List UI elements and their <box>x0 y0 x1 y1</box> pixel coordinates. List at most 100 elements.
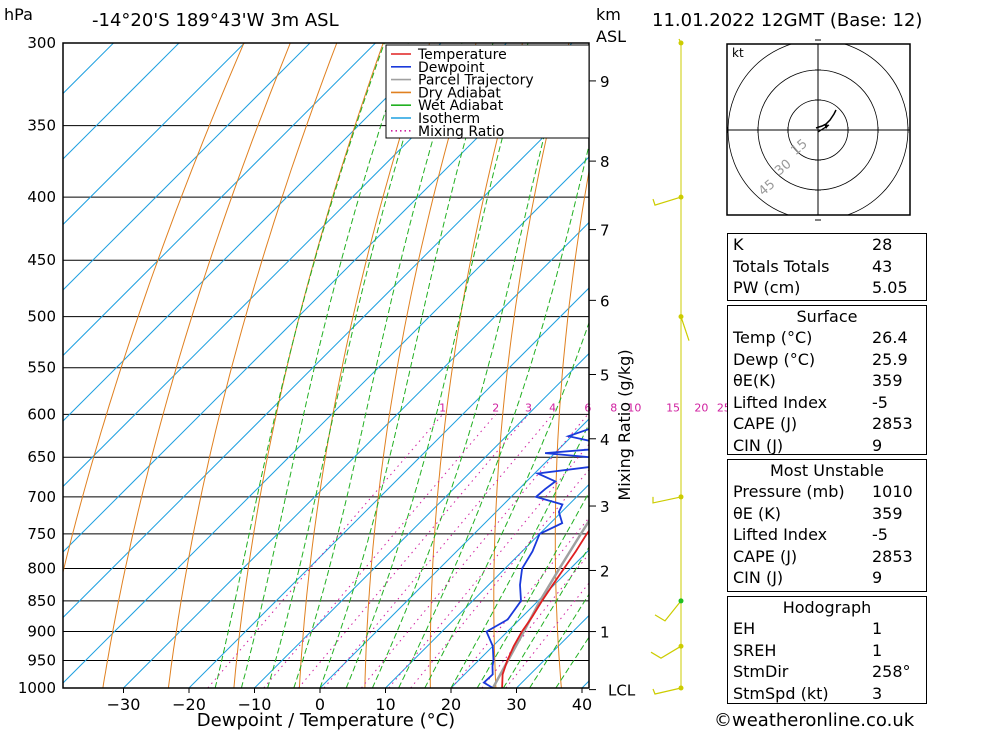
wind-barb-dot <box>678 598 684 604</box>
temperature-line <box>501 529 589 688</box>
pressure-tick-label: 400 <box>27 188 56 206</box>
most-unstable-table: Most Unstable Pressure (mb) 1010 θE (K) 35… <box>727 459 927 592</box>
surface-row: Dewp (°C) 25.9 <box>728 349 926 371</box>
index-label: Lifted Index <box>733 525 828 544</box>
index-label: Totals Totals <box>733 256 830 276</box>
index-row-totals: Totals Totals 43 <box>728 256 926 278</box>
km-tick-label: 1 <box>600 624 610 642</box>
legend-label: Mixing Ratio <box>418 124 504 140</box>
index-label: StmDir <box>733 662 789 681</box>
index-label: CAPE (J) <box>733 414 798 433</box>
isotherm-line <box>450 549 589 688</box>
location-title: -14°20'S 189°43'W 3m ASL <box>92 10 339 31</box>
isotherm-line <box>63 43 114 95</box>
surface-row: CAPE (J) 2853 <box>728 413 926 435</box>
index-label: SREH <box>733 640 777 660</box>
pressure-tick-label: 550 <box>27 359 56 377</box>
index-value: 359 <box>872 371 903 390</box>
mixing-ratio-line <box>410 468 589 688</box>
index-value: -5 <box>872 525 888 544</box>
hodograph-row: EH 1 <box>728 618 926 640</box>
index-value: 5.05 <box>872 278 908 297</box>
km-tick-label: 5 <box>600 366 610 384</box>
mixing-ratio-label: 10 <box>627 401 641 414</box>
km-tick-label: 9 <box>600 73 610 91</box>
dry-adiabat-line <box>63 43 245 574</box>
wind-barb <box>652 496 682 504</box>
dry-adiabat-line <box>364 43 477 688</box>
index-label: PW (cm) <box>733 278 801 297</box>
km-tick-label: 6 <box>600 292 610 310</box>
index-label: Pressure (mb) <box>733 482 845 501</box>
index-label: CIN (J) <box>733 568 784 587</box>
index-label: Temp (°C) <box>733 328 813 347</box>
isotherm-line <box>385 483 589 688</box>
surface-row: θE(K) 359 <box>728 370 926 392</box>
height-unit-label: km <box>596 5 621 24</box>
pressure-tick-label: 750 <box>27 525 56 543</box>
hodograph-title: Hodograph <box>782 598 872 617</box>
index-label: CAPE (J) <box>733 546 798 566</box>
pressure-tick-label: 350 <box>27 117 56 135</box>
isotherm-line <box>63 43 311 291</box>
pressure-tick-label: 300 <box>27 34 56 52</box>
index-label: θE (K) <box>733 503 781 523</box>
pressure-tick-label: 600 <box>27 405 56 423</box>
indices-table-top: K 28 Totals Totals 43 PW (cm) 5.05 <box>727 233 927 301</box>
x-tick-label: 10 <box>375 695 395 714</box>
wet-adiabat-line <box>398 143 589 688</box>
mixing-ratio-line <box>361 413 589 688</box>
index-value: 3 <box>872 683 883 703</box>
isotherm-line <box>123 221 589 688</box>
x-tick-label: −10 <box>238 695 272 714</box>
index-label: Dewp (°C) <box>733 349 816 369</box>
x-tick-label: 30 <box>506 695 526 714</box>
wind-barb-dot <box>678 643 684 649</box>
credit-link[interactable]: ©weatheronline.co.uk <box>714 710 915 731</box>
wet-adiabat-line <box>476 491 589 688</box>
mixing-ratio-label: 3 <box>525 401 532 414</box>
mixing-ratio-line <box>388 443 589 688</box>
surface-table: Surface Temp (°C) 26.4 Dewp (°C) 25.9 θE(K… <box>727 305 927 455</box>
most-unstable-row: Pressure (mb) 1010 <box>728 481 926 503</box>
index-row-pw: PW (cm) 5.05 <box>728 277 926 299</box>
most-unstable-row: CIN (J) 9 <box>728 567 926 589</box>
isotherm-line <box>63 43 507 488</box>
height-unit-sub-label: ASL <box>596 27 626 46</box>
isotherm-line <box>63 43 245 226</box>
hodograph-row: StmDir 258° <box>728 661 926 683</box>
wet-adiabat-line <box>240 43 409 688</box>
pressure-tick-label: 500 <box>27 308 56 326</box>
legend-label: Temperature <box>417 47 507 63</box>
km-tick-label: 8 <box>600 153 610 171</box>
most-unstable-title: Most Unstable <box>770 461 884 480</box>
mixing-ratio-label: 2 <box>492 401 499 414</box>
index-value: 1010 <box>872 482 913 501</box>
dry-adiabat-line <box>937 25 1000 688</box>
legend-label: Wet Adiabat <box>418 98 504 114</box>
legend-label: Isotherm <box>418 111 480 127</box>
km-tick-label: LCL <box>608 682 636 700</box>
hodograph-unit-label: kt <box>732 46 744 60</box>
x-tick-label: 40 <box>572 695 592 714</box>
index-value: 9 <box>872 435 883 455</box>
isotherm-line <box>63 43 442 422</box>
km-tick-label: 3 <box>600 498 610 516</box>
dry-adiabat-line <box>167 43 338 688</box>
pressure-tick-label: 900 <box>27 623 56 641</box>
wind-barb <box>652 687 682 695</box>
index-value: 25.9 <box>872 349 908 369</box>
mixing-ratio-line <box>263 413 497 688</box>
wind-barb <box>654 600 682 622</box>
wind-barb-dot <box>678 494 684 500</box>
most-unstable-row: Lifted Index -5 <box>728 524 926 546</box>
mixing-ratio-label: 1 <box>439 401 446 414</box>
index-value: 28 <box>872 235 893 254</box>
x-tick-label: −30 <box>107 695 141 714</box>
surface-row: Temp (°C) 26.4 <box>728 327 926 349</box>
isotherm-line <box>63 43 376 357</box>
wet-adiabat-line <box>450 422 589 688</box>
wet-adiabat-line <box>424 321 589 688</box>
index-value: 2853 <box>872 414 913 433</box>
